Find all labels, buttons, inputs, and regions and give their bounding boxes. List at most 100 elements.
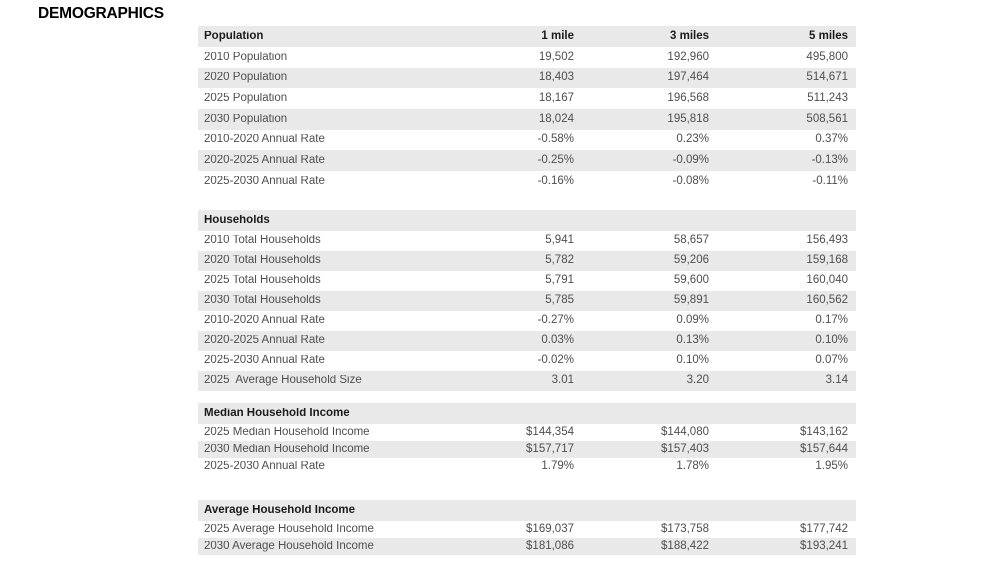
row-value: -0.27% xyxy=(537,314,574,327)
row-value: 0.10% xyxy=(815,334,848,347)
row-value: 0.23% xyxy=(676,133,709,146)
row-value: 59,206 xyxy=(673,254,709,267)
row-value: 195,818 xyxy=(667,112,709,125)
table-row: 2025 Average Household Size 3.01 3.20 3.14 xyxy=(198,370,856,391)
row-value: 159,168 xyxy=(806,254,848,267)
row-value: 196,568 xyxy=(667,91,709,104)
row-value: 5,785 xyxy=(545,294,574,307)
row-value: 0.09% xyxy=(676,314,709,327)
row-label: 2030 Average Household Income xyxy=(204,540,374,552)
row-value: 0.07% xyxy=(815,354,848,367)
section-header: Median Household Income xyxy=(198,402,856,424)
row-value: -0.11% xyxy=(812,174,848,187)
row-value: 3.14 xyxy=(825,374,848,387)
section-title: Households xyxy=(204,214,270,226)
row-value: 5,791 xyxy=(545,274,574,287)
row-value: 0.13% xyxy=(676,334,709,347)
row-value: 18,167 xyxy=(538,91,574,104)
table-row: 2010-2020 Annual Rate -0.58% 0.23% 0.37% xyxy=(198,130,856,151)
row-value: 160,040 xyxy=(806,274,848,287)
column-header: 1 mile xyxy=(541,29,574,42)
row-label: 2010 Population xyxy=(204,51,288,63)
row-label: 2020-2025 Annual Rate xyxy=(204,335,325,347)
demographics-table: Population 1 mile 3 miles 5 miles 2010 Popul… xyxy=(198,26,856,555)
table-row: 2010 Population 19,502 192,960 495,800 xyxy=(198,47,856,68)
row-value: 59,891 xyxy=(673,294,709,307)
row-label: 2020 Population xyxy=(204,72,288,84)
page-title: DEMOGRAPHICS xyxy=(38,5,164,22)
row-value: 1.95% xyxy=(815,459,848,472)
row-label: 2025 Average Household Income xyxy=(204,523,374,535)
row-value: 5,941 xyxy=(545,234,574,247)
row-value: $177,742 xyxy=(800,522,848,535)
table-section: Population 1 mile 3 miles 5 miles 2010 Popul… xyxy=(198,26,856,192)
section-title: Average Household Income xyxy=(204,504,356,516)
table-row: 2010 Total Households 5,941 58,657 156,493 xyxy=(198,231,856,251)
row-value: $157,403 xyxy=(661,442,709,455)
row-value: $157,644 xyxy=(800,442,848,455)
row-value: 508,561 xyxy=(806,112,848,125)
row-value: 0.37% xyxy=(815,133,848,146)
row-value: 1.79% xyxy=(541,459,574,472)
row-label: 2025 Average Household Size xyxy=(204,375,362,387)
row-value: -0.09% xyxy=(672,154,709,167)
row-label: 2020 Total Households xyxy=(204,255,321,267)
row-value: $193,241 xyxy=(800,539,848,552)
row-value: 0.03% xyxy=(541,334,574,347)
column-header: 5 miles xyxy=(809,29,848,42)
row-label: 2025 Total Households xyxy=(204,275,321,287)
row-value: 514,671 xyxy=(806,71,848,84)
section-header: Households xyxy=(198,209,856,231)
table-row: 2025 Median Household Income $144,354 $144… xyxy=(198,424,856,441)
row-value: 192,960 xyxy=(667,50,709,63)
row-value: $144,080 xyxy=(661,425,709,438)
row-value: 156,493 xyxy=(806,234,848,247)
row-value: 59,600 xyxy=(673,274,709,287)
row-value: 160,562 xyxy=(806,294,848,307)
row-value: 511,243 xyxy=(807,91,848,104)
table-row: 2030 Total Households 5,785 59,891 160,562 xyxy=(198,290,856,311)
table-row: 2025-2030 Annual Rate -0.02% 0.10% 0.07% xyxy=(198,351,856,371)
table-row: 2030 Average Household Income $181,086 $18… xyxy=(198,537,856,555)
row-value: 18,024 xyxy=(538,112,574,125)
table-section: Average Household Income 2025 Average Hou… xyxy=(198,499,856,555)
table-section: Households 2010 Total Households 5,941 58,6… xyxy=(198,209,856,391)
table-row: 2025-2030 Annual Rate -0.16% -0.08% -0.11% xyxy=(198,171,856,192)
column-header: 3 miles xyxy=(670,29,709,42)
row-label: 2025 Population xyxy=(204,92,288,104)
row-value: 58,657 xyxy=(673,234,709,247)
row-label: 2025-2030 Annual Rate xyxy=(204,355,325,367)
table-row: 2025 Total Households 5,791 59,600 160,040 xyxy=(198,271,856,291)
row-value: 0.10% xyxy=(676,354,709,367)
table-row: 2020 Population 18,403 197,464 514,671 xyxy=(198,67,856,89)
row-value: 3.20 xyxy=(686,374,709,387)
table-row: 2025-2030 Annual Rate 1.79% 1.78% 1.95% xyxy=(198,458,856,475)
row-value: $173,758 xyxy=(661,522,709,535)
row-value: -0.08% xyxy=(672,174,709,187)
row-label: 2030 Total Households xyxy=(204,295,321,307)
section-title: Population xyxy=(204,30,264,42)
row-label: 2010-2020 Annual Rate xyxy=(204,134,325,146)
table-row: 2020-2025 Annual Rate -0.25% -0.09% -0.13% xyxy=(198,150,856,172)
table-row: 2010-2020 Annual Rate -0.27% 0.09% 0.17% xyxy=(198,311,856,331)
row-value: $169,037 xyxy=(526,522,574,535)
row-label: 2025-2030 Annual Rate xyxy=(204,175,325,187)
table-row: 2030 Population 18,024 195,818 508,561 xyxy=(198,109,856,130)
row-value: 0.17% xyxy=(815,314,848,327)
row-label: 2030 Median Household Income xyxy=(204,443,370,455)
row-label: 2010 Total Households xyxy=(204,235,321,247)
row-value: 5,782 xyxy=(545,254,574,267)
row-value: $143,162 xyxy=(800,425,848,438)
row-value: -0.25% xyxy=(537,154,574,167)
row-label: 2030 Population xyxy=(204,113,288,125)
row-value: 18,403 xyxy=(538,71,574,84)
section-title: Median Household Income xyxy=(204,407,350,419)
section-header: Average Household Income xyxy=(198,499,856,521)
table-row: 2025 Average Household Income $169,037 $17… xyxy=(198,521,856,538)
row-value: 197,464 xyxy=(667,71,709,84)
row-value: 3.01 xyxy=(551,374,574,387)
row-value: $157,717 xyxy=(526,442,574,455)
row-value: $181,086 xyxy=(526,539,574,552)
row-label: 2025-2030 Annual Rate xyxy=(204,460,325,472)
